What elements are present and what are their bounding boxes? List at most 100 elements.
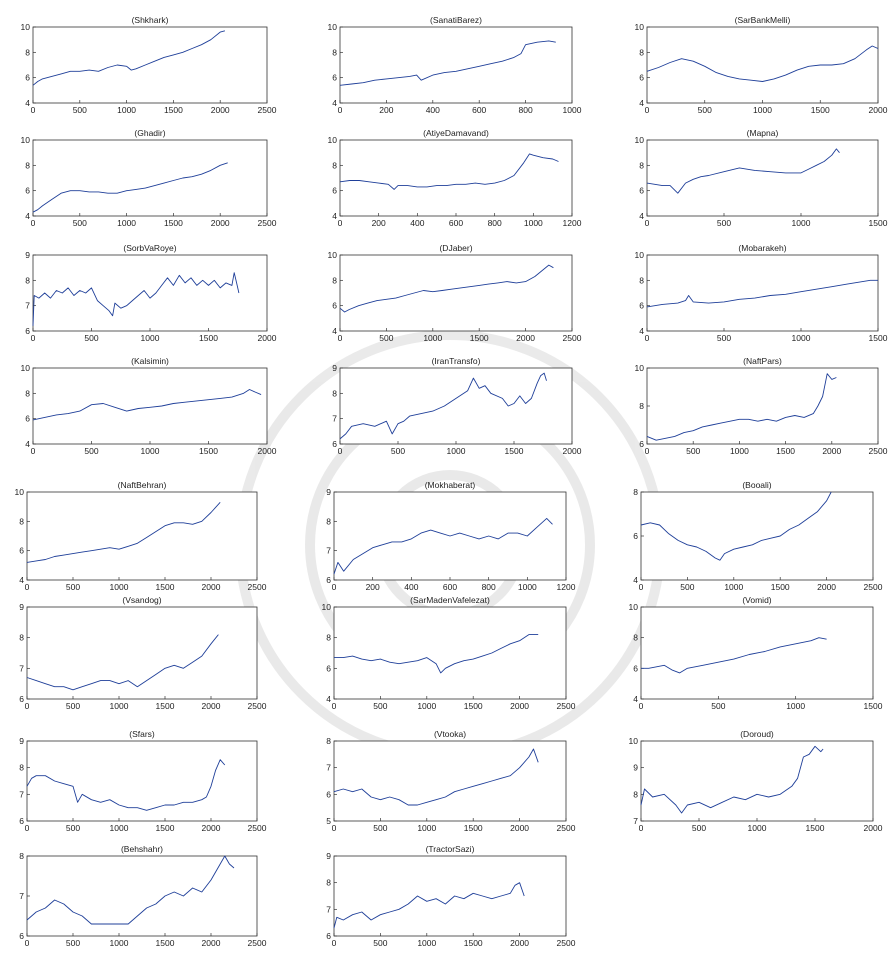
y-tick-label: 7 xyxy=(326,546,331,556)
chart-title: (Mobarakeh) xyxy=(738,243,786,253)
x-tick-label: 2500 xyxy=(248,701,267,711)
y-tick-label: 10 xyxy=(322,602,332,612)
x-tick-label: 400 xyxy=(426,105,440,115)
series-line xyxy=(646,279,878,308)
x-tick-label: 0 xyxy=(332,582,337,592)
x-tick-label: 1500 xyxy=(869,218,888,228)
x-tick-label: 1000 xyxy=(423,333,442,343)
chart-panel: (SorbVaRoye) 0 500 1000 1500 2000 6 7 8 9 xyxy=(25,243,276,343)
chart-panel: (AtiyeDamavand) 0 200 400 600 800 1000 1200 4 6 8 1… xyxy=(328,128,582,228)
x-tick-label: 500 xyxy=(66,938,80,948)
y-tick-label: 10 xyxy=(21,22,31,32)
y-tick-label: 8 xyxy=(25,388,30,398)
y-tick-label: 10 xyxy=(21,363,31,373)
y-tick-label: 10 xyxy=(629,602,639,612)
x-tick-label: 800 xyxy=(488,218,502,228)
x-tick-label: 0 xyxy=(31,333,36,343)
y-tick-label: 9 xyxy=(332,363,337,373)
y-tick-label: 7 xyxy=(19,789,24,799)
y-tick-label: 6 xyxy=(332,439,337,449)
series-line xyxy=(32,162,228,213)
chart-panel: (Mapna) 0 500 1000 1500 4 6 8 10 xyxy=(635,128,888,228)
y-tick-label: 6 xyxy=(639,439,644,449)
y-tick-label: 7 xyxy=(332,414,337,424)
x-tick-label: 1000 xyxy=(724,582,743,592)
y-tick-label: 6 xyxy=(633,663,638,673)
chart-panel: (Shkhark) 0 500 1000 1500 2000 2500 4 6 8 10 xyxy=(21,15,277,115)
series-line xyxy=(646,45,879,82)
chart-panel: (NaftPars) 0 500 1000 1500 2000 2500 6 8 10 xyxy=(635,356,888,456)
series-line xyxy=(32,272,240,326)
x-tick-label: 500 xyxy=(73,218,87,228)
y-tick-label: 6 xyxy=(19,816,24,826)
x-tick-label: 1000 xyxy=(110,701,129,711)
x-tick-label: 500 xyxy=(717,333,731,343)
y-tick-label: 4 xyxy=(332,326,337,336)
x-tick-label: 1000 xyxy=(417,823,436,833)
x-tick-label: 500 xyxy=(692,823,706,833)
y-tick-label: 4 xyxy=(633,694,638,704)
y-tick-label: 6 xyxy=(332,301,337,311)
plot-area xyxy=(333,855,567,937)
x-tick-label: 1500 xyxy=(864,701,883,711)
x-tick-label: 1000 xyxy=(417,701,436,711)
y-tick-label: 8 xyxy=(25,275,30,285)
plot-area xyxy=(339,367,573,445)
x-tick-label: 2000 xyxy=(516,333,535,343)
x-tick-label: 500 xyxy=(66,701,80,711)
x-tick-label: 500 xyxy=(698,105,712,115)
x-tick-label: 0 xyxy=(338,218,343,228)
x-tick-label: 0 xyxy=(31,218,36,228)
chart-panel: (Mokhaberat) 0 200 400 600 800 1000 1200 6 7 8 9 xyxy=(326,480,575,592)
x-tick-label: 0 xyxy=(31,105,36,115)
chart-panel: (Doroud) 0 500 1000 1500 2000 7 8 9 10 xyxy=(629,729,883,833)
x-tick-label: 1500 xyxy=(505,446,524,456)
x-tick-label: 2000 xyxy=(864,823,883,833)
chart-title: (DJaber) xyxy=(439,243,472,253)
x-tick-label: 2000 xyxy=(510,823,529,833)
x-tick-label: 500 xyxy=(379,333,393,343)
y-tick-label: 6 xyxy=(633,531,638,541)
x-tick-label: 1500 xyxy=(464,701,483,711)
y-tick-label: 7 xyxy=(19,891,24,901)
y-tick-label: 8 xyxy=(332,388,337,398)
x-tick-label: 2000 xyxy=(510,938,529,948)
y-tick-label: 6 xyxy=(19,694,24,704)
series-line xyxy=(333,882,525,929)
series-line xyxy=(339,153,559,190)
x-tick-label: 1500 xyxy=(156,701,175,711)
x-tick-label: 0 xyxy=(338,333,343,343)
series-line xyxy=(339,372,547,440)
plot-area xyxy=(640,740,874,822)
x-tick-label: 0 xyxy=(332,701,337,711)
x-tick-label: 1500 xyxy=(156,823,175,833)
x-tick-label: 800 xyxy=(482,582,496,592)
y-tick-label: 6 xyxy=(332,73,337,83)
y-tick-label: 7 xyxy=(326,904,331,914)
y-tick-label: 4 xyxy=(25,98,30,108)
x-tick-label: 2000 xyxy=(563,446,582,456)
x-tick-label: 0 xyxy=(639,582,644,592)
x-tick-label: 0 xyxy=(639,823,644,833)
x-tick-label: 2000 xyxy=(258,333,277,343)
y-tick-label: 6 xyxy=(639,73,644,83)
x-tick-label: 1000 xyxy=(141,446,160,456)
x-tick-label: 0 xyxy=(25,701,30,711)
y-tick-label: 8 xyxy=(639,160,644,170)
plot-area xyxy=(32,26,268,104)
chart-panel: (TractorSazi) 0 500 1000 1500 2000 2500 6 7 8 9 xyxy=(326,844,575,948)
chart-panel: (Kalsimin) 0 500 1000 1500 2000 4 6 8 10 xyxy=(21,356,277,456)
chart-panel: (SarBankMelli) 0 500 1000 1500 2000 4 6 8 10 xyxy=(635,15,888,115)
x-tick-label: 1000 xyxy=(786,701,805,711)
chart-title: (NaftPars) xyxy=(743,356,782,366)
x-tick-label: 1000 xyxy=(518,582,537,592)
y-tick-label: 8 xyxy=(25,160,30,170)
chart-title: (Kalsimin) xyxy=(131,356,169,366)
x-tick-label: 1500 xyxy=(464,938,483,948)
y-tick-label: 4 xyxy=(25,211,30,221)
y-tick-label: 8 xyxy=(326,878,331,888)
series-line xyxy=(339,264,554,313)
x-tick-label: 1000 xyxy=(753,105,772,115)
x-tick-label: 0 xyxy=(25,582,30,592)
y-tick-label: 8 xyxy=(19,516,24,526)
